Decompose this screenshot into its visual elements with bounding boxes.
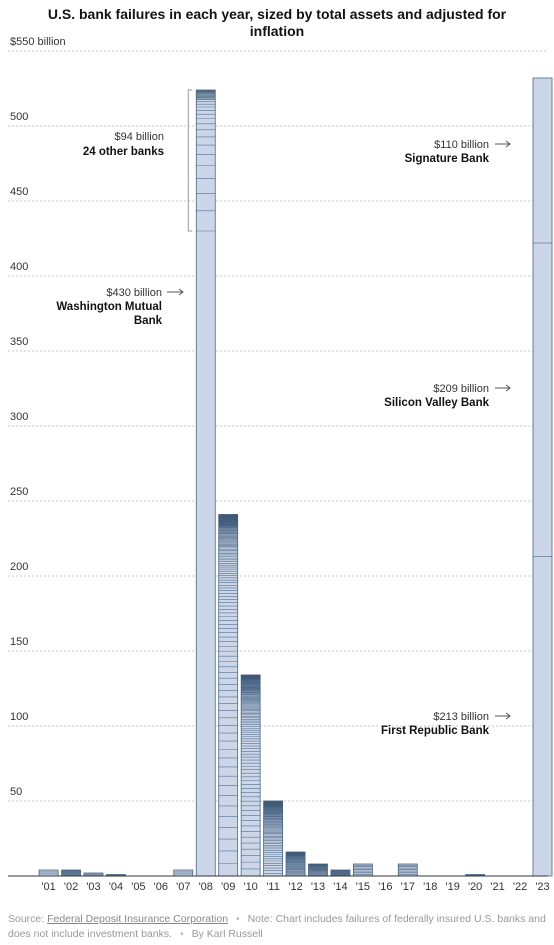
x-tick-label: '14 [333, 881, 347, 893]
bar-dense-shading [263, 801, 283, 808]
x-tick-label: '09 [221, 881, 235, 893]
x-tick-label: '03 [86, 881, 100, 893]
y-tick-label: 500 [10, 111, 28, 123]
x-tick-label: '01 [41, 881, 55, 893]
annotation-amount: $209 billion [433, 383, 489, 395]
separator-dot: • [235, 913, 240, 925]
annotation-arrow-head [505, 140, 511, 148]
bar-dense-shading [308, 864, 328, 867]
x-tick-label: '11 [266, 881, 280, 893]
x-tick-label: '22 [513, 881, 527, 893]
y-tick-label: 200 [10, 561, 28, 573]
x-tick-label: '05 [131, 881, 145, 893]
y-tick-label: 150 [10, 636, 28, 648]
byline: By Karl Russell [191, 928, 263, 940]
annotation-name: Bank [134, 315, 163, 327]
x-tick-label: '23 [535, 881, 549, 893]
y-tick-label: 50 [10, 786, 22, 798]
annotation-name: Silicon Valley Bank [384, 397, 489, 409]
annotation-amount: $94 billion [114, 131, 164, 143]
x-tick-label: '06 [154, 881, 168, 893]
source-link[interactable]: Federal Deposit Insurance Corporation [47, 913, 229, 925]
y-tick-label: 350 [10, 336, 28, 348]
bar-dense-shading [218, 514, 238, 526]
bar[interactable] [240, 674, 261, 877]
bar-dense-shading [196, 90, 216, 100]
x-tick-label: '08 [199, 881, 213, 893]
annotation-amount: $110 billion [434, 139, 489, 151]
annotation-name: Washington Mutual [56, 301, 162, 313]
annotation-arrow-head [505, 384, 511, 392]
annotation-name: Signature Bank [405, 153, 490, 165]
chart-note: Note: Chart includes failures of federal… [8, 913, 546, 940]
annotation-arrow-head [178, 288, 184, 296]
y-tick-label: 400 [10, 261, 28, 273]
y-tick-label: 450 [10, 186, 28, 198]
y-tick-label: 300 [10, 411, 28, 423]
annotation-amount: $213 billion [433, 711, 489, 723]
bar[interactable] [532, 77, 553, 877]
annotation-name: 24 other banks [83, 146, 164, 158]
bar-dense-shading [286, 852, 306, 856]
other-banks-bracket [187, 89, 193, 232]
y-tick-label: $550 billion [10, 36, 66, 48]
x-tick-label: '18 [423, 881, 437, 893]
x-tick-label: '20 [468, 881, 482, 893]
annotation-arrow-head [505, 712, 511, 720]
x-tick-label: '17 [401, 881, 415, 893]
y-tick-label: 100 [10, 711, 28, 723]
x-tick-label: '16 [378, 881, 392, 893]
x-tick-label: '13 [311, 881, 325, 893]
x-tick-label: '02 [64, 881, 78, 893]
annotation-name: First Republic Bank [381, 725, 490, 737]
annotation-amount: $430 billion [106, 287, 162, 299]
chart-title: U.S. bank failures in each year, sized b… [47, 6, 507, 39]
chart-footer: Source: Federal Deposit Insurance Corpor… [8, 912, 548, 942]
bar[interactable] [218, 514, 239, 877]
x-tick-label: '04 [109, 881, 123, 893]
source-prefix: Source: [8, 913, 45, 925]
bar[interactable] [173, 869, 194, 877]
bar-dense-shading [241, 675, 261, 680]
bar[interactable] [195, 89, 216, 877]
separator-dot: • [179, 928, 184, 940]
x-tick-label: '10 [243, 881, 257, 893]
x-tick-label: '15 [356, 881, 370, 893]
x-tick-label: '12 [288, 881, 302, 893]
x-tick-label: '21 [490, 881, 504, 893]
y-tick-label: 250 [10, 486, 28, 498]
x-tick-label: '07 [176, 881, 190, 893]
bar[interactable] [38, 869, 59, 877]
x-tick-label: '19 [446, 881, 460, 893]
